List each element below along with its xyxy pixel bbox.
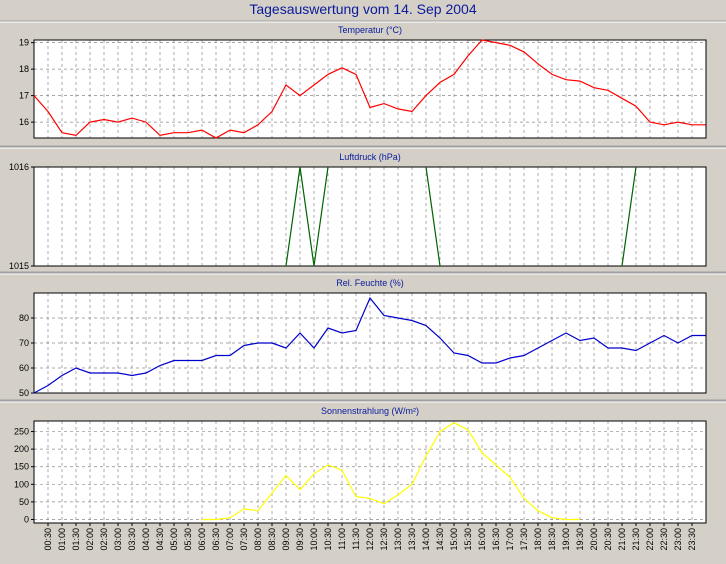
x-tick-label: 04:30	[155, 528, 165, 551]
x-tick-label: 16:00	[477, 528, 487, 551]
x-tick-label: 12:30	[379, 528, 389, 551]
x-tick-label: 15:30	[463, 528, 473, 551]
x-tick-label: 22:00	[645, 528, 655, 551]
x-tick-label: 20:30	[603, 528, 613, 551]
plot-frame	[33, 39, 707, 139]
series-line	[285, 166, 329, 267]
y-tick-label: 16	[19, 117, 29, 127]
y-tick-label: 0	[24, 514, 29, 524]
chart-title: Rel. Feuchte (%)	[336, 278, 404, 288]
chart-title: Sonnenstrahlung (W/m²)	[321, 406, 419, 416]
x-tick-label: 13:00	[393, 528, 403, 551]
plot-frame	[33, 166, 707, 267]
chart-title: Luftdruck (hPa)	[339, 152, 401, 162]
x-tick-label: 15:00	[449, 528, 459, 551]
y-tick-label: 250	[14, 427, 29, 437]
y-tick-label: 18	[19, 64, 29, 74]
x-tick-label: 14:30	[435, 528, 445, 551]
y-tick-label: 1016	[9, 162, 29, 172]
x-tick-label: 07:00	[225, 528, 235, 551]
x-tick-label: 18:00	[533, 528, 543, 551]
x-tick-label: 09:00	[281, 528, 291, 551]
x-tick-label: 19:00	[561, 528, 571, 551]
x-tick-label: 03:30	[127, 528, 137, 551]
y-tick-label: 19	[19, 38, 29, 48]
x-tick-label: 14:00	[421, 528, 431, 551]
x-tick-label: 03:00	[113, 528, 123, 551]
x-tick-label: 08:00	[253, 528, 263, 551]
x-tick-label: 16:30	[491, 528, 501, 551]
y-tick-label: 50	[19, 388, 29, 398]
page-title: Tagesauswertung vom 14. Sep 2004	[249, 1, 477, 17]
x-tick-label: 12:00	[365, 528, 375, 551]
x-tick-label: 05:30	[183, 528, 193, 551]
x-tick-label: 20:00	[589, 528, 599, 551]
y-tick-label: 70	[19, 338, 29, 348]
y-tick-label: 1015	[9, 261, 29, 271]
x-tick-label: 21:30	[631, 528, 641, 551]
x-tick-label: 06:30	[211, 528, 221, 551]
series-line	[621, 166, 637, 267]
series-line	[33, 296, 706, 394]
y-tick-label: 100	[14, 479, 29, 489]
plot-frame	[33, 292, 707, 394]
x-tick-label: 22:30	[659, 528, 669, 551]
y-tick-label: 80	[19, 313, 29, 323]
x-tick-label: 23:30	[687, 528, 697, 551]
chart-title: Temperatur (°C)	[338, 25, 402, 35]
x-tick-label: 13:30	[407, 528, 417, 551]
y-tick-label: 60	[19, 363, 29, 373]
y-tick-label: 50	[19, 497, 29, 507]
x-tick-label: 10:00	[309, 528, 319, 551]
y-tick-label: 17	[19, 91, 29, 101]
x-tick-label: 11:30	[351, 528, 361, 550]
x-tick-label: 07:30	[239, 528, 249, 551]
x-tick-label: 17:30	[519, 528, 529, 551]
x-tick-label: 04:00	[141, 528, 151, 551]
series-line	[425, 166, 441, 267]
y-tick-label: 150	[14, 462, 29, 472]
x-tick-label: 11:00	[337, 528, 347, 550]
series-line	[202, 422, 580, 521]
x-tick-label: 02:00	[85, 528, 95, 551]
x-tick-label: 05:00	[169, 528, 179, 551]
x-tick-label: 01:30	[71, 528, 81, 551]
x-tick-label: 02:30	[99, 528, 109, 551]
x-tick-label: 18:30	[547, 528, 557, 551]
x-tick-label: 09:30	[295, 528, 305, 551]
y-tick-label: 200	[14, 444, 29, 454]
x-tick-label: 17:00	[505, 528, 515, 551]
series-line	[33, 39, 706, 139]
x-tick-label: 06:00	[197, 528, 207, 551]
x-tick-label: 21:00	[617, 528, 627, 551]
x-tick-label: 10:30	[323, 528, 333, 551]
x-tick-label: 23:00	[673, 528, 683, 551]
x-tick-label: 08:30	[267, 528, 277, 551]
x-tick-label: 19:30	[575, 528, 585, 551]
x-tick-label: 01:00	[57, 528, 67, 551]
x-tick-label: 00:30	[43, 528, 53, 551]
